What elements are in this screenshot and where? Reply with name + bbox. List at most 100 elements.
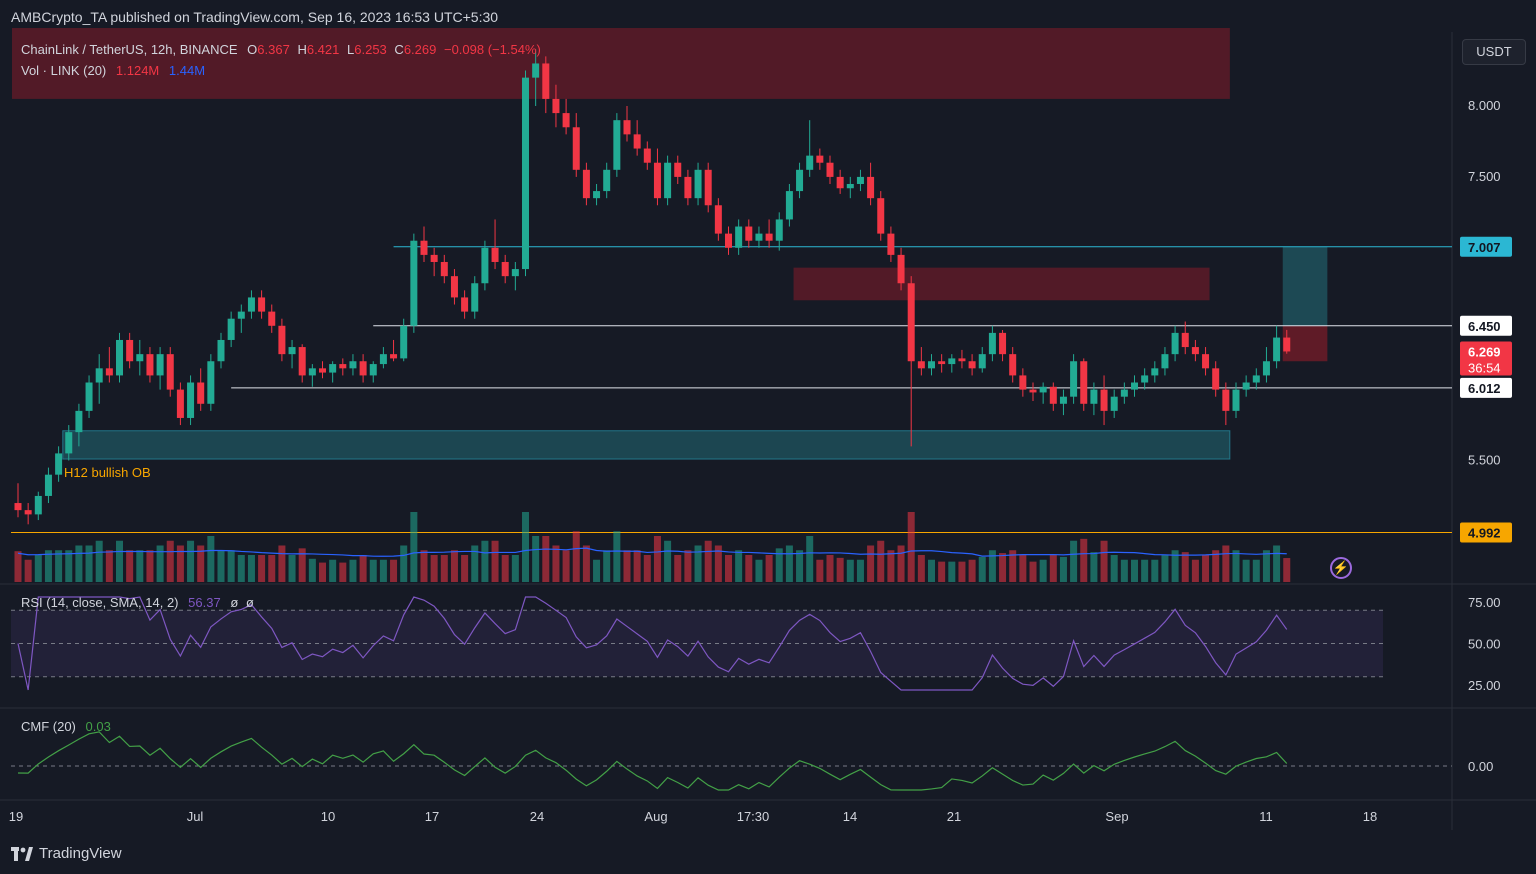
volume-bar bbox=[1252, 559, 1260, 582]
candle bbox=[877, 198, 885, 234]
volume-bar bbox=[714, 545, 722, 582]
candle bbox=[258, 297, 266, 312]
volume-bar bbox=[1131, 559, 1138, 582]
volume-bar bbox=[14, 551, 22, 582]
volume-bar bbox=[1009, 550, 1017, 582]
volume-bar bbox=[1019, 555, 1027, 582]
volume-bar bbox=[867, 545, 875, 582]
candle bbox=[24, 510, 32, 515]
volume-bar bbox=[623, 550, 631, 582]
candle bbox=[532, 63, 540, 78]
currency-button[interactable]: USDT bbox=[1462, 39, 1526, 65]
volume-bar bbox=[999, 553, 1007, 582]
candle bbox=[897, 254, 905, 284]
candle bbox=[562, 113, 570, 128]
candle bbox=[501, 261, 509, 277]
candle bbox=[613, 120, 621, 170]
volume-bar bbox=[1191, 559, 1199, 582]
volume-bar bbox=[542, 536, 550, 582]
price-marker-bg bbox=[1460, 377, 1512, 398]
volume-bar bbox=[988, 550, 996, 582]
price-tick-label: 8.000 bbox=[1468, 98, 1501, 113]
rsi-extra-2: ø bbox=[245, 595, 254, 610]
candle bbox=[755, 233, 763, 241]
candle bbox=[1161, 354, 1169, 369]
volume-bar bbox=[674, 555, 682, 582]
rsi-extra-1: ø bbox=[230, 595, 239, 610]
volume-bar bbox=[846, 559, 854, 582]
volume-bar bbox=[1100, 540, 1108, 582]
candle bbox=[867, 176, 875, 199]
candle bbox=[1110, 396, 1118, 411]
candle bbox=[633, 134, 641, 149]
volume-bar bbox=[349, 559, 357, 582]
candle bbox=[34, 495, 42, 515]
volume-bar bbox=[450, 550, 458, 582]
candle bbox=[349, 361, 357, 369]
volume-legend: Vol · LINK (20) 1.124M 1.44M bbox=[21, 63, 205, 78]
volume-bar bbox=[968, 559, 976, 582]
candle bbox=[1232, 389, 1240, 411]
candle bbox=[1273, 337, 1281, 362]
volume-bar bbox=[146, 550, 154, 582]
volume-bar bbox=[471, 545, 479, 582]
time-tick-label: 17:30 bbox=[737, 809, 770, 824]
candle bbox=[85, 382, 93, 411]
candle bbox=[359, 361, 367, 376]
candle bbox=[725, 233, 732, 248]
candle bbox=[471, 283, 479, 312]
candle bbox=[948, 358, 956, 365]
candle bbox=[796, 169, 804, 192]
candle bbox=[887, 233, 895, 255]
candle bbox=[785, 191, 793, 220]
lightning-icon[interactable]: ⚡ bbox=[1330, 557, 1352, 579]
volume-bar bbox=[247, 555, 255, 582]
time-tick-label: 24 bbox=[530, 809, 544, 824]
candle bbox=[440, 261, 448, 277]
volume-bar bbox=[288, 555, 296, 582]
volume-bar bbox=[745, 555, 753, 582]
volume-bar bbox=[319, 562, 326, 582]
candle bbox=[461, 297, 469, 312]
volume-bar bbox=[856, 559, 864, 582]
cmf-pane bbox=[11, 731, 1452, 791]
candle bbox=[339, 364, 347, 369]
price-tick-label: 7.500 bbox=[1468, 169, 1501, 184]
volume-bar bbox=[339, 562, 347, 582]
low-label: L bbox=[347, 42, 355, 57]
zone-supply-top bbox=[12, 28, 1230, 99]
candle bbox=[694, 169, 702, 199]
candle bbox=[308, 368, 316, 376]
volume-bar bbox=[1049, 555, 1057, 582]
candle bbox=[1059, 396, 1067, 404]
volume-bar bbox=[105, 550, 113, 582]
volume-bar bbox=[75, 545, 83, 582]
candle bbox=[207, 361, 215, 404]
volume-bar bbox=[420, 550, 428, 582]
volume-bar bbox=[816, 559, 824, 582]
time-tick-label: Jul bbox=[187, 809, 204, 824]
volume-bar bbox=[958, 561, 966, 582]
volume-bar bbox=[694, 545, 702, 582]
candle bbox=[1039, 386, 1047, 393]
volume-bar bbox=[390, 559, 398, 582]
volume-bar bbox=[562, 550, 570, 582]
candle bbox=[1029, 389, 1037, 393]
candle bbox=[522, 77, 529, 270]
volume-bar bbox=[1029, 561, 1037, 582]
candle bbox=[55, 453, 63, 475]
volume-bar bbox=[24, 559, 32, 582]
price-marker-label: 6.269 bbox=[1468, 344, 1501, 359]
volume-bar bbox=[775, 548, 783, 582]
candle bbox=[1009, 354, 1017, 376]
candle bbox=[44, 474, 52, 496]
volume-bar bbox=[593, 559, 601, 582]
candle bbox=[593, 191, 601, 199]
candle bbox=[1100, 389, 1108, 411]
volume-bar bbox=[1039, 559, 1047, 582]
volume-bar bbox=[653, 536, 661, 582]
candle bbox=[511, 269, 519, 277]
candle bbox=[1080, 361, 1088, 404]
candle bbox=[704, 169, 712, 206]
